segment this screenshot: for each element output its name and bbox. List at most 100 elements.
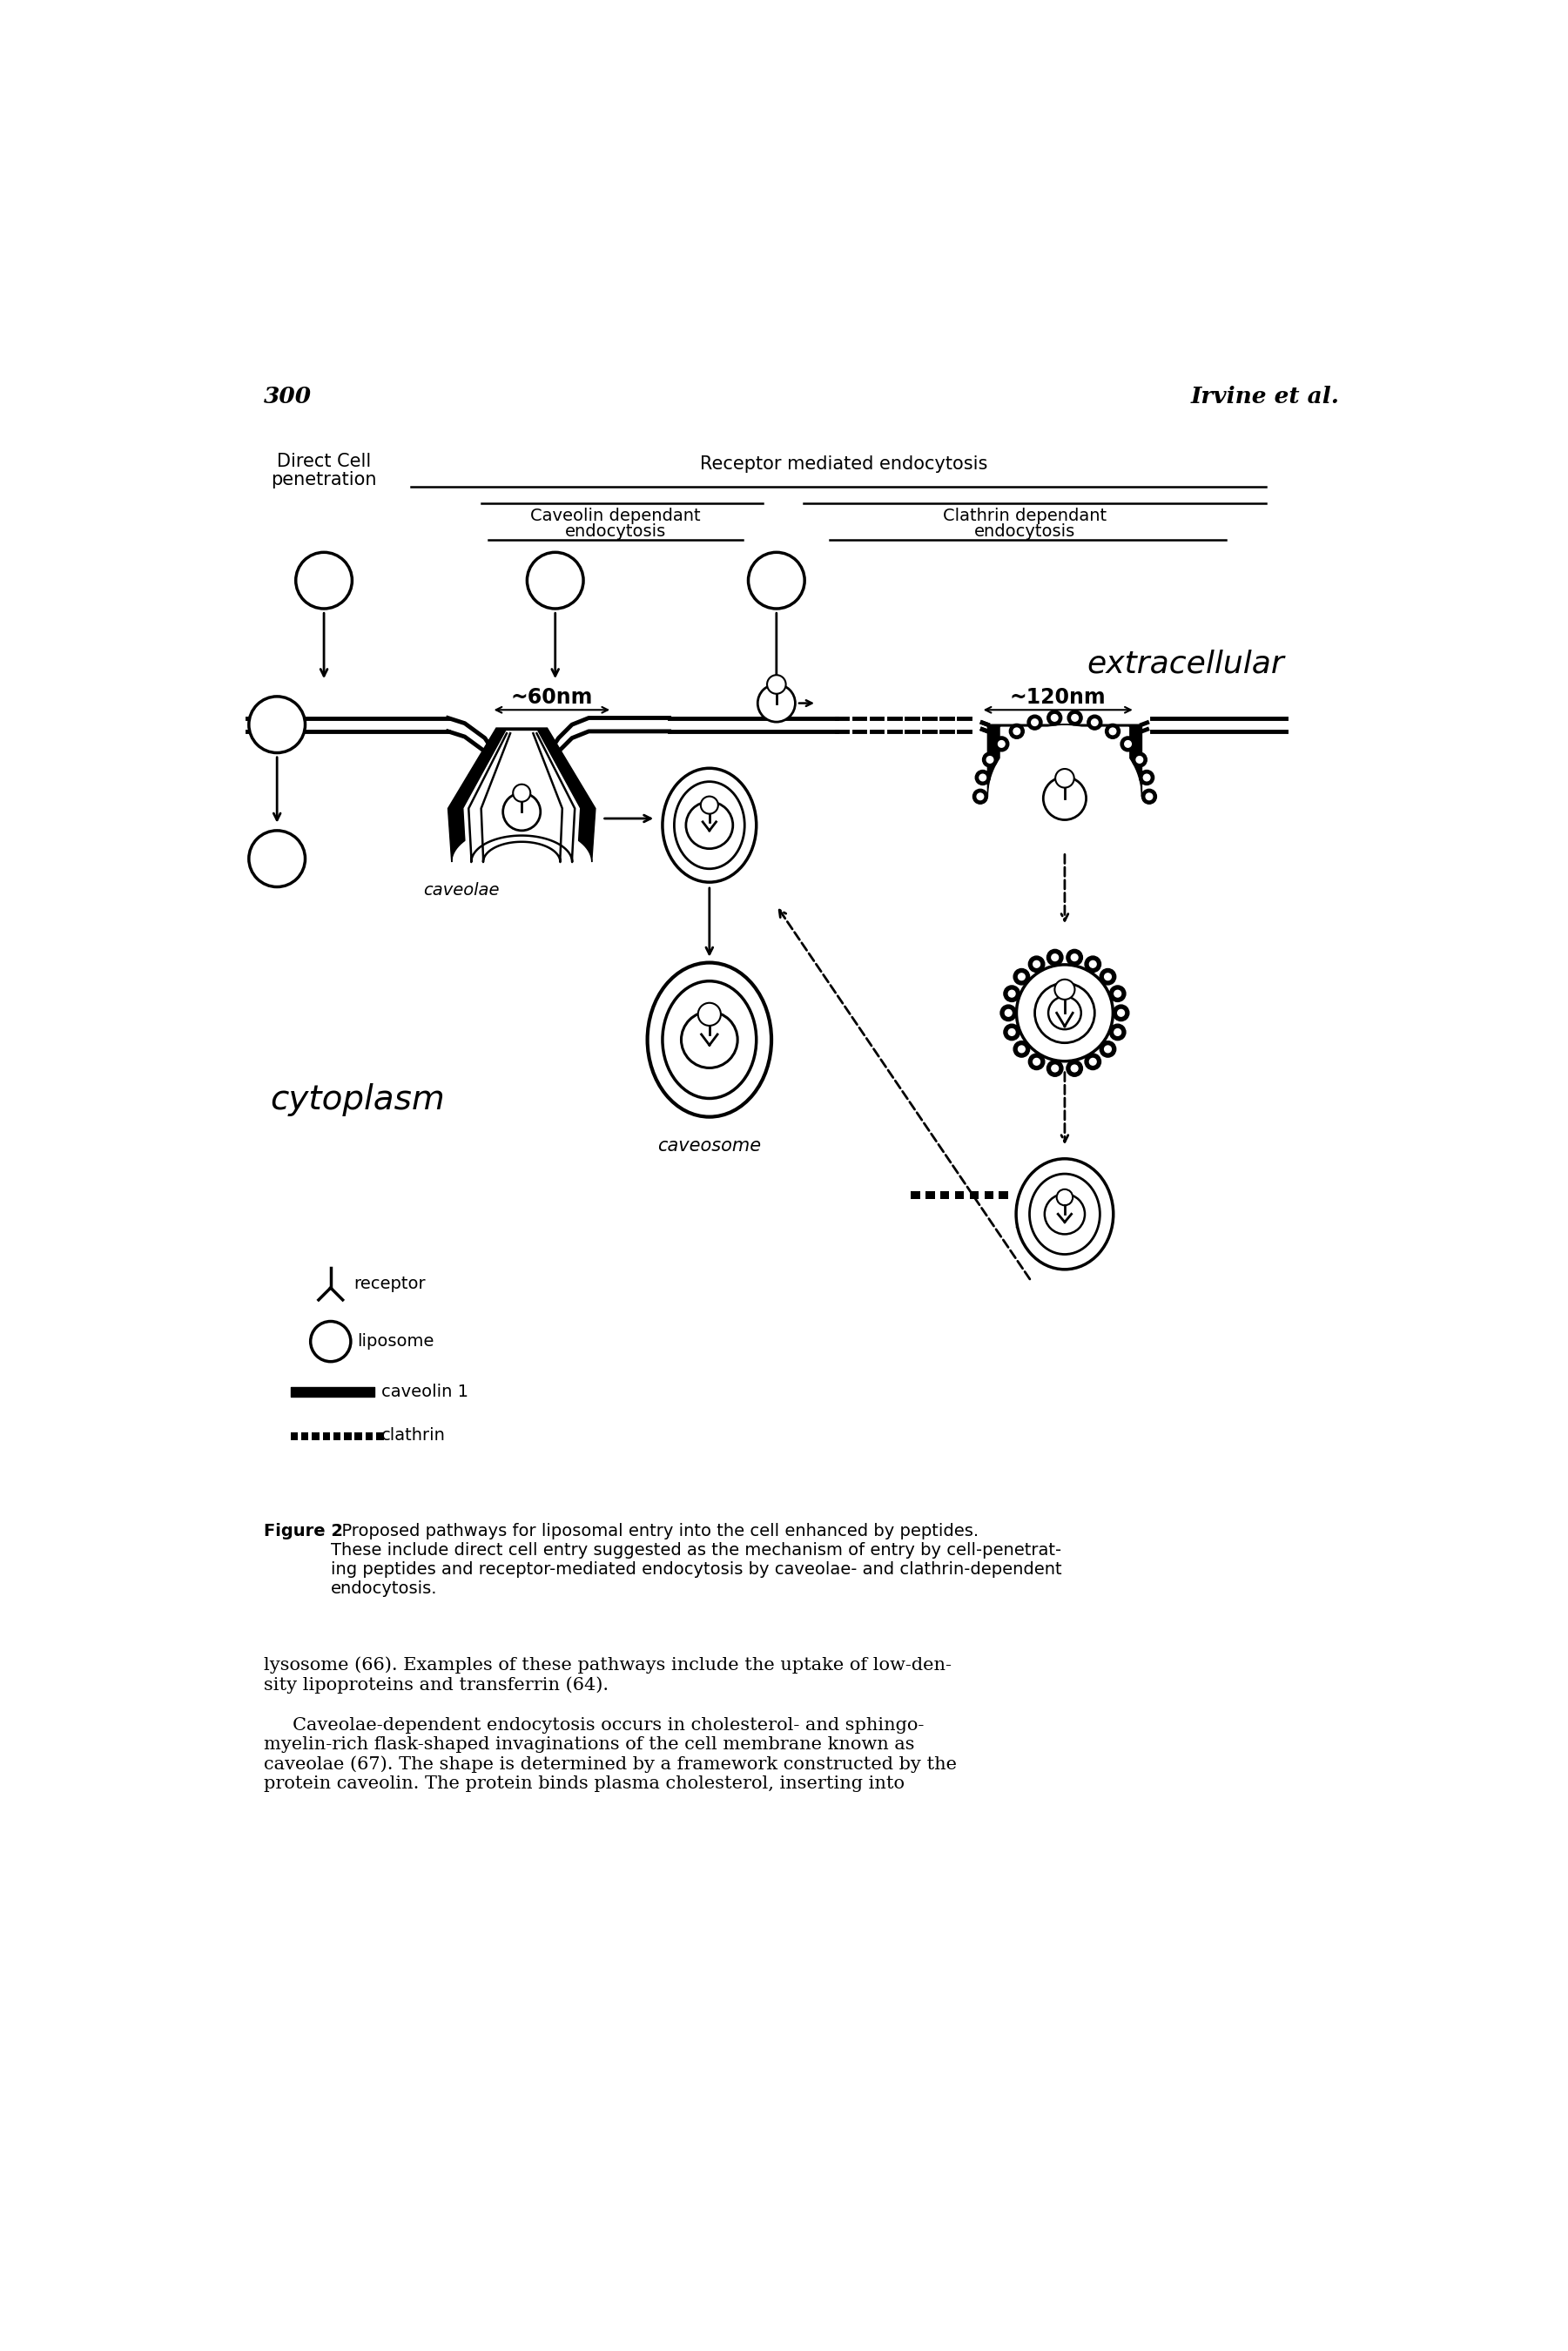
Circle shape <box>1047 1060 1063 1077</box>
Circle shape <box>1033 962 1040 969</box>
Text: Clathrin dependant: Clathrin dependant <box>942 508 1107 524</box>
Circle shape <box>1052 955 1058 962</box>
Circle shape <box>1032 719 1038 726</box>
Circle shape <box>1008 990 1014 997</box>
Text: Irvine et al.: Irvine et al. <box>1190 386 1339 407</box>
Circle shape <box>1055 769 1074 788</box>
Text: endocytosis: endocytosis <box>564 524 666 541</box>
Circle shape <box>1043 776 1087 820</box>
Circle shape <box>1057 1190 1073 1206</box>
Circle shape <box>1000 1004 1016 1020</box>
Circle shape <box>1027 715 1043 729</box>
Text: Figure 2: Figure 2 <box>263 1523 343 1540</box>
Text: ~60nm: ~60nm <box>511 686 593 708</box>
Circle shape <box>983 752 997 766</box>
Text: Receptor mediated endocytosis: Receptor mediated endocytosis <box>699 456 988 473</box>
Circle shape <box>1099 1041 1116 1058</box>
Circle shape <box>1118 1009 1124 1016</box>
Text: receptor: receptor <box>354 1277 426 1293</box>
Circle shape <box>701 797 718 813</box>
Bar <box>911 1192 920 1199</box>
Circle shape <box>1113 1004 1129 1020</box>
Ellipse shape <box>1030 1173 1099 1255</box>
Circle shape <box>1085 1053 1101 1070</box>
Circle shape <box>977 792 983 799</box>
Ellipse shape <box>674 781 745 870</box>
Circle shape <box>1013 969 1030 985</box>
Circle shape <box>1055 980 1074 999</box>
Text: endocytosis: endocytosis <box>974 524 1076 541</box>
Circle shape <box>698 1004 721 1025</box>
Text: Clathrin
recycling: Clathrin recycling <box>1014 1197 1085 1232</box>
Bar <box>354 1432 362 1441</box>
Circle shape <box>1140 771 1154 785</box>
Bar <box>301 1432 309 1441</box>
Circle shape <box>249 696 306 752</box>
Circle shape <box>1051 715 1058 722</box>
Circle shape <box>503 792 541 830</box>
Text: Caveolin dependant: Caveolin dependant <box>530 508 701 524</box>
Circle shape <box>972 790 988 804</box>
Bar <box>969 1192 978 1199</box>
Text: Proposed pathways for liposomal entry into the cell enhanced by peptides.
These : Proposed pathways for liposomal entry in… <box>331 1523 1062 1596</box>
Ellipse shape <box>663 769 756 882</box>
Bar <box>955 1192 964 1199</box>
Text: Caveolae-dependent endocytosis occurs in cholesterol- and sphingo-
myelin-rich f: Caveolae-dependent endocytosis occurs in… <box>263 1716 956 1791</box>
Bar <box>985 1192 994 1199</box>
Circle shape <box>1071 1065 1077 1072</box>
Circle shape <box>1090 1058 1096 1065</box>
Polygon shape <box>988 724 1142 797</box>
Circle shape <box>1143 773 1149 781</box>
Text: caveosome: caveosome <box>657 1138 762 1154</box>
Ellipse shape <box>648 962 771 1117</box>
Circle shape <box>1029 957 1044 973</box>
Bar <box>343 1432 351 1441</box>
Text: 300: 300 <box>263 386 312 407</box>
Circle shape <box>513 785 530 802</box>
Circle shape <box>1146 792 1152 799</box>
Circle shape <box>1085 957 1101 973</box>
Circle shape <box>986 757 993 764</box>
Polygon shape <box>464 731 579 863</box>
Bar <box>925 1192 935 1199</box>
Text: cytoplasm: cytoplasm <box>270 1084 445 1117</box>
Circle shape <box>681 1011 737 1067</box>
Circle shape <box>975 771 989 785</box>
Circle shape <box>1142 790 1157 804</box>
Circle shape <box>249 830 306 886</box>
Text: extracellular: extracellular <box>1087 649 1284 679</box>
Circle shape <box>1052 1065 1058 1072</box>
Circle shape <box>1047 710 1062 724</box>
Circle shape <box>1115 1030 1121 1034</box>
Text: caveolin 1: caveolin 1 <box>381 1382 467 1401</box>
Bar <box>312 1432 320 1441</box>
Circle shape <box>296 552 353 609</box>
Bar <box>365 1432 373 1441</box>
Circle shape <box>1047 950 1063 966</box>
Circle shape <box>1016 964 1113 1060</box>
Circle shape <box>1029 1053 1044 1070</box>
Text: liposome: liposome <box>358 1333 434 1349</box>
Circle shape <box>1018 1046 1025 1053</box>
Circle shape <box>994 736 1008 752</box>
Circle shape <box>1044 1194 1085 1234</box>
Circle shape <box>527 552 583 609</box>
Circle shape <box>1121 736 1135 752</box>
Circle shape <box>1090 962 1096 969</box>
Circle shape <box>1068 710 1082 724</box>
Circle shape <box>1066 1060 1082 1077</box>
Circle shape <box>999 741 1005 748</box>
Circle shape <box>1124 741 1131 748</box>
Text: clathrin: clathrin <box>381 1427 445 1444</box>
Text: penetration: penetration <box>271 470 376 489</box>
Bar <box>999 1192 1008 1199</box>
Circle shape <box>1005 1009 1011 1016</box>
Circle shape <box>1110 729 1116 734</box>
Ellipse shape <box>1016 1159 1113 1270</box>
Circle shape <box>757 684 795 722</box>
Circle shape <box>1071 715 1079 722</box>
Circle shape <box>1035 983 1094 1044</box>
Circle shape <box>1105 724 1120 738</box>
Circle shape <box>1013 1041 1030 1058</box>
Circle shape <box>1132 752 1146 766</box>
